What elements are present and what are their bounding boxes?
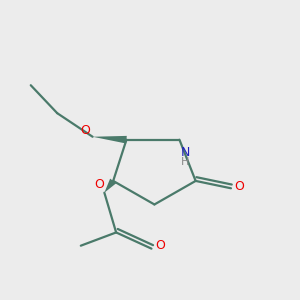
Text: O: O <box>94 178 104 191</box>
Text: H: H <box>181 157 190 167</box>
Text: O: O <box>234 180 244 193</box>
Text: O: O <box>80 124 90 137</box>
Text: N: N <box>181 146 190 159</box>
Polygon shape <box>93 136 127 143</box>
Text: O: O <box>155 239 165 252</box>
Polygon shape <box>104 178 116 193</box>
